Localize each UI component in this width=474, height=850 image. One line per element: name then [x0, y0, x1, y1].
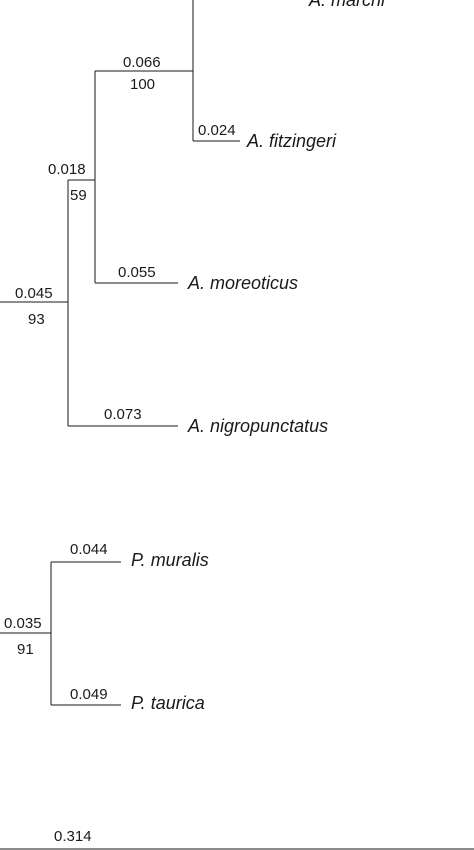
taxon-fitzingeri: A. fitzingeri — [246, 131, 337, 151]
branch-length-moreo-clade: 0.018 — [48, 161, 86, 178]
taxon-muralis: P. muralis — [131, 550, 209, 570]
branch-length-podarcis-clade: 0.035 — [4, 615, 42, 632]
branch-length-moreoticus: 0.055 — [118, 264, 156, 281]
branch-length-bottom: 0.314 — [54, 828, 92, 845]
bootstrap-marchi-fitzingeri-clade: 100 — [130, 76, 155, 93]
branch-length-nigropunctatus: 0.073 — [104, 406, 142, 423]
taxon-moreoticus: A. moreoticus — [187, 273, 298, 293]
branch-length-algyroides-clade: 0.045 — [15, 285, 53, 302]
branch-length-muralis: 0.044 — [70, 541, 108, 558]
bootstrap-moreo-clade: 59 — [70, 187, 87, 204]
bootstrap-podarcis-clade: 91 — [17, 641, 34, 658]
branch-length-fitzingeri: 0.024 — [198, 122, 236, 139]
branch-length-marchi-fitzingeri-clade: 0.066 — [123, 54, 161, 71]
taxon-taurica: P. taurica — [131, 693, 205, 713]
taxon-marchi: A. marchi — [308, 0, 386, 10]
bootstrap-algyroides-clade: 93 — [28, 311, 45, 328]
taxon-nigropunctatus: A. nigropunctatus — [187, 416, 328, 436]
branch-length-taurica: 0.049 — [70, 686, 108, 703]
